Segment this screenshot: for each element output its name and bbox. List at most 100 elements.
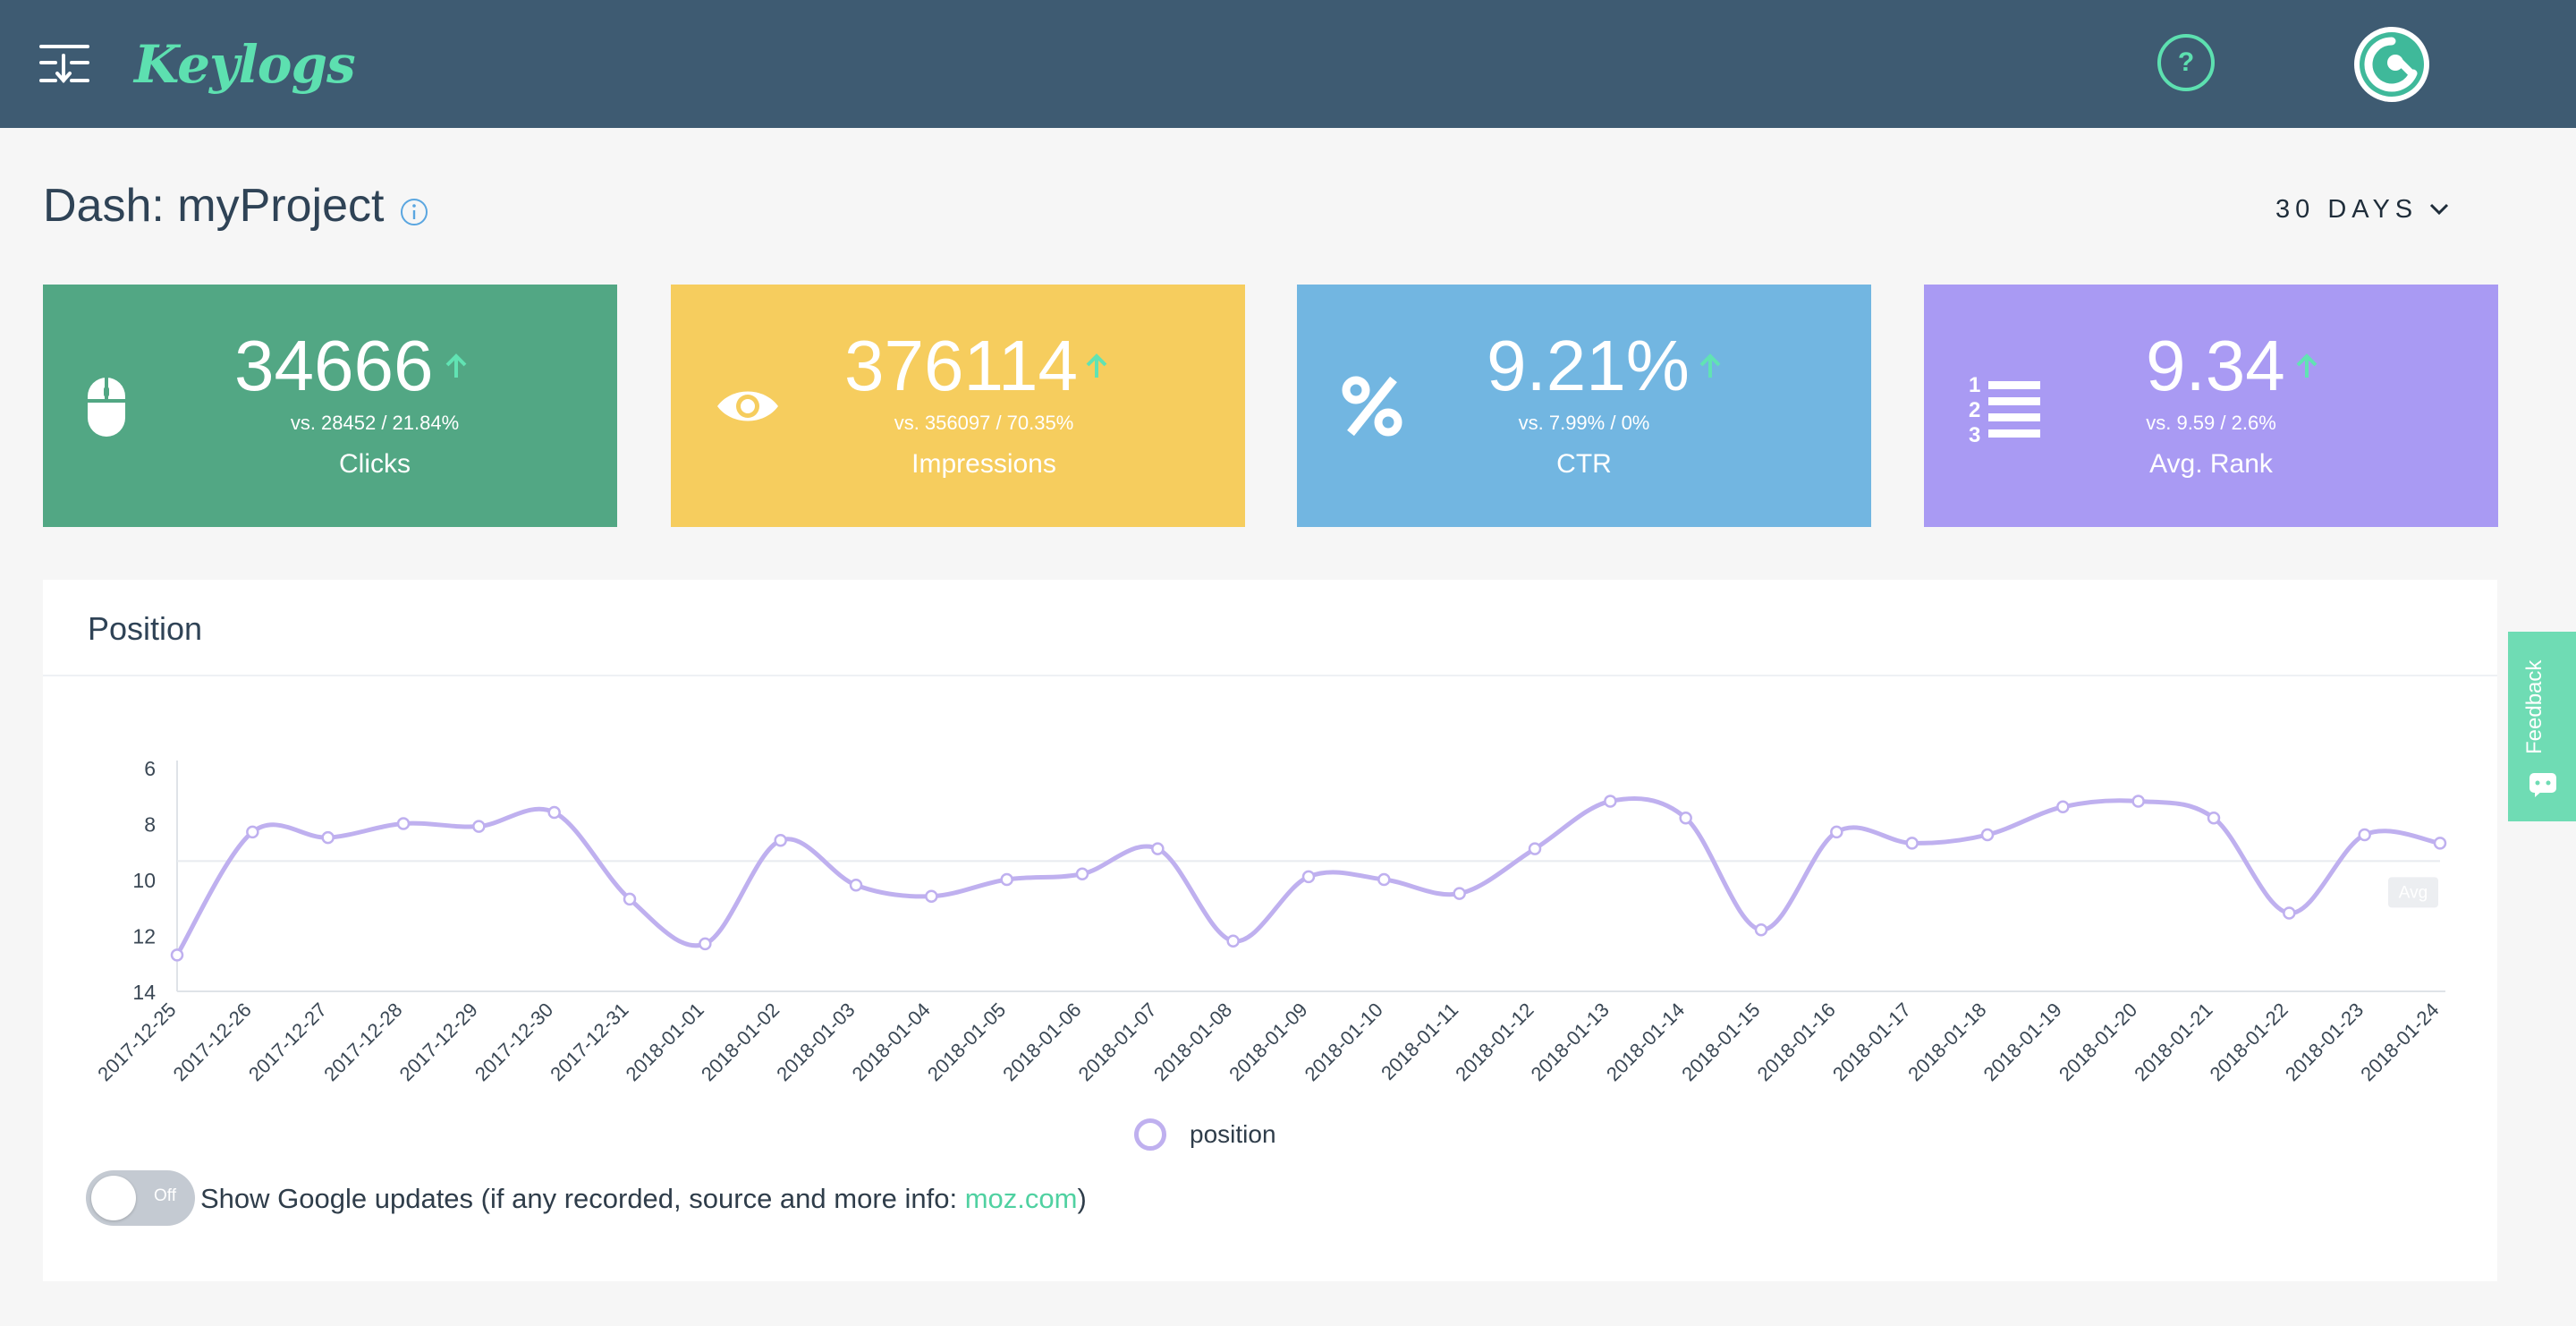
- data-point: [2056, 800, 2070, 813]
- mouse-icon: [88, 378, 125, 437]
- data-point: [925, 889, 938, 903]
- data-point: [1000, 872, 1013, 887]
- ranked-list-icon: 1 2 3: [1969, 373, 2040, 446]
- x-tick-label: 2018-01-15: [1677, 999, 1764, 1085]
- panel-divider: [43, 675, 2497, 676]
- x-tick-label: 2018-01-19: [1979, 999, 2066, 1085]
- clicks-label: Clicks: [339, 449, 411, 479]
- svg-text:1: 1: [1969, 373, 1980, 397]
- app-logo[interactable]: Keylogs: [134, 34, 356, 95]
- data-point: [2433, 837, 2447, 850]
- data-point: [849, 879, 863, 892]
- x-tick-label: 2018-01-21: [2130, 999, 2216, 1085]
- data-point: [170, 948, 184, 962]
- data-point: [321, 830, 335, 845]
- avg-rank-card: 1 2 3 9.34 vs. 9.59 / 2.6% Avg. Rank: [1924, 285, 2498, 527]
- average-label: Avg: [2399, 883, 2428, 902]
- legend-position-label[interactable]: position: [1190, 1120, 1276, 1148]
- x-tick-label: 2018-01-04: [848, 999, 935, 1085]
- position-panel: Position 6 8 10 12 14 Avg 2017-12-25 2017-12-26…: [43, 580, 2497, 1281]
- data-point: [472, 820, 486, 833]
- x-tick-label: 2017-12-29: [395, 999, 482, 1085]
- avg-rank-comparison: vs. 9.59 / 2.6%: [2146, 412, 2276, 434]
- impressions-label: Impressions: [911, 449, 1056, 479]
- clicks-comparison: vs. 28452 / 21.84%: [290, 412, 460, 434]
- x-tick-label: 2018-01-09: [1224, 999, 1311, 1085]
- data-point: [774, 834, 787, 847]
- x-tick-label: 2018-01-20: [2055, 999, 2141, 1085]
- date-range-dropdown[interactable]: 30 DAYS: [2275, 191, 2450, 227]
- x-tick-label: 2018-01-02: [697, 999, 784, 1085]
- data-point: [1377, 872, 1391, 887]
- x-tick-label: 2018-01-05: [923, 999, 1010, 1085]
- data-point: [246, 825, 259, 839]
- moz-link[interactable]: moz.com: [964, 1183, 1078, 1214]
- top-navigation-bar: Keylogs ?: [0, 0, 2576, 128]
- clicks-value: 34666: [234, 326, 434, 405]
- data-point: [2358, 828, 2371, 842]
- clicks-card: 34666 vs. 28452 / 21.84% Clicks: [43, 285, 617, 527]
- brand-avatar-icon[interactable]: [2352, 25, 2431, 104]
- x-tick-label: 2018-01-11: [1377, 999, 1462, 1084]
- x-tick-label: 2018-01-08: [1149, 999, 1236, 1085]
- average-label-box: [2388, 877, 2438, 908]
- x-tick-label: 2018-01-16: [1753, 999, 1840, 1085]
- data-point: [1528, 842, 1542, 855]
- x-tick-label: 2018-01-01: [622, 999, 708, 1085]
- data-point: [2283, 906, 2296, 920]
- y-tick-label: 8: [144, 813, 156, 837]
- legend-position-marker[interactable]: [1134, 1118, 1166, 1151]
- x-tick-label: 2018-01-18: [1903, 999, 1990, 1085]
- y-tick-label: 6: [144, 757, 156, 780]
- data-point: [2131, 795, 2145, 808]
- x-tick-label: 2017-12-25: [93, 999, 180, 1085]
- y-tick-label: 12: [132, 925, 156, 948]
- data-point: [1226, 934, 1240, 948]
- trend-up-arrow-icon: [1699, 353, 1721, 378]
- ctr-comparison: vs. 7.99% / 0%: [1518, 412, 1650, 434]
- data-point: [1604, 795, 1617, 808]
- data-point: [547, 805, 561, 820]
- data-point: [1679, 812, 1692, 825]
- svg-text:3: 3: [1969, 423, 1980, 446]
- x-tick-label: 2018-01-14: [1602, 999, 1689, 1085]
- x-tick-label: 2018-01-22: [2206, 999, 2292, 1085]
- google-updates-toggle[interactable]: Off: [86, 1170, 195, 1226]
- data-point: [2207, 812, 2221, 825]
- data-point: [1151, 842, 1165, 855]
- ctr-value: 9.21%: [1487, 326, 1690, 405]
- data-point: [1830, 825, 1843, 839]
- x-tick-label: 2017-12-30: [470, 999, 557, 1085]
- trend-up-arrow-icon: [2296, 353, 2318, 378]
- impressions-comparison: vs. 356097 / 70.35%: [894, 412, 1074, 434]
- trend-up-arrow-icon: [1086, 353, 1107, 378]
- ctr-label: CTR: [1556, 449, 1612, 479]
- avg-rank-label: Avg. Rank: [2149, 449, 2273, 479]
- help-button[interactable]: ?: [2157, 34, 2215, 91]
- data-point: [699, 937, 712, 951]
- data-point: [1980, 828, 1995, 842]
- trend-up-arrow-icon: [445, 353, 467, 378]
- x-tick-label: 2017-12-27: [244, 999, 331, 1085]
- ctr-card: 9.21% vs. 7.99% / 0% CTR: [1297, 285, 1871, 527]
- menu-sort-icon[interactable]: [39, 41, 89, 86]
- toggle-knob: [91, 1176, 136, 1220]
- percent-icon: [1342, 376, 1402, 437]
- y-tick-label: 14: [132, 981, 156, 1004]
- x-tick-label: 2017-12-26: [169, 999, 256, 1085]
- data-point: [1075, 867, 1089, 880]
- data-point: [1905, 837, 1919, 850]
- chevron-down-icon: [2430, 203, 2449, 216]
- position-line-chart: 68101214Avg2017-12-252017-12-262017-12-2…: [93, 757, 2447, 1085]
- feedback-tab[interactable]: Feedback: [2508, 632, 2576, 821]
- x-tick-label: 2017-12-31: [546, 999, 632, 1085]
- info-icon[interactable]: [399, 197, 429, 227]
- google-updates-description: Show Google updates (if any recorded, so…: [200, 1183, 965, 1214]
- google-updates-text-end: ): [1077, 1183, 1087, 1214]
- date-range-label: 30 DAYS: [2275, 194, 2419, 224]
- x-tick-label: 2018-01-17: [1828, 999, 1915, 1085]
- x-tick-label: 2017-12-28: [319, 999, 406, 1085]
- toggle-state-label: Off: [154, 1186, 176, 1205]
- feedback-label: Feedback: [2522, 659, 2546, 754]
- chat-bubble-icon: [2529, 773, 2556, 797]
